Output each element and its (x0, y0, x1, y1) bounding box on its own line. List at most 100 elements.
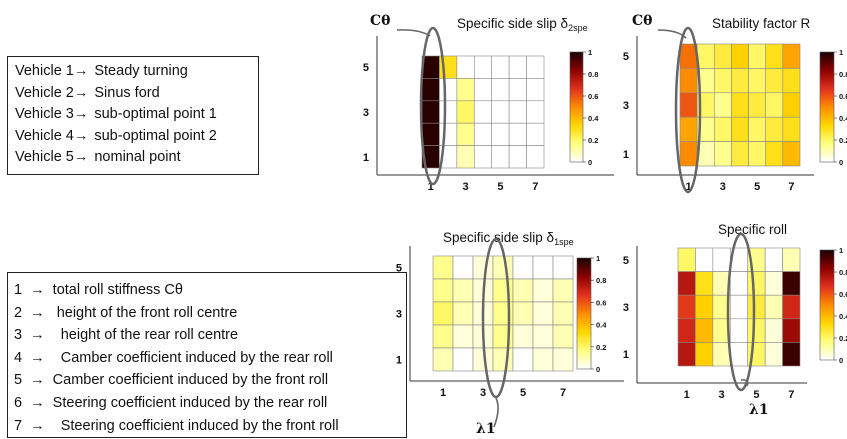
heatmap-cell (508, 145, 527, 169)
y-tick-label: 5 (623, 51, 629, 63)
vehicle-legend-label: Vehicle 3→ (15, 106, 89, 122)
heatmap-cell (508, 122, 527, 146)
heatmap-chart: Specific side slip δ2spe 1 3 5 7 5 3 1 1 0.8 0.6 0.… (363, 13, 614, 193)
heatmap-cell (491, 100, 510, 124)
heatmap-cell (432, 278, 454, 303)
heatmap-cell (713, 92, 732, 118)
heatmap-cell (456, 55, 475, 79)
heatmap-cell (552, 278, 574, 303)
parameter-legend-item: 7 → Steering coefficient induced by the … (14, 417, 339, 434)
heatmap-cell (782, 68, 801, 94)
heatmap-cell (456, 78, 475, 102)
heatmap-cell (765, 68, 784, 94)
heatmap-cell (526, 78, 545, 102)
heatmap-cell (526, 100, 545, 124)
heatmap-chart: Stability factor R 1 3 5 7 5 3 1 1 0.8 0.6 0.4 0.2 0 C… (623, 13, 847, 194)
heatmap-cell (432, 255, 454, 280)
x-tick-label: 5 (753, 389, 759, 401)
heatmap-cell (713, 116, 732, 142)
vehicle-legend-box: Vehicle 1→ Steady turning Vehicle 2→ Sinus … (7, 56, 259, 175)
parameter-legend-item: 6 → Steering coefficient induced by the … (14, 394, 328, 411)
chart-title: Specific side slip δ2spe (457, 16, 588, 33)
heatmap-cell (491, 78, 510, 102)
heatmap-cell (764, 318, 783, 343)
heatmap-cell (432, 324, 454, 349)
heatmap-cell (748, 92, 767, 118)
c-theta-annotation: Cθ (370, 13, 390, 29)
heatmap-cell (748, 68, 767, 94)
vehicle-legend-label: Vehicle 2→ (15, 84, 89, 101)
colorbar-tick-label: 0 (588, 158, 592, 167)
heatmap-cell (439, 78, 458, 102)
heatmap-cell (421, 122, 440, 146)
heatmap-cell (491, 122, 510, 146)
heatmap-cell (526, 145, 545, 169)
heatmap-chart: Specific roll 1 3 5 7 5 3 1 1 0.8 0.6 0.4 0.2 0 λ1 (623, 222, 847, 418)
heatmap-cell (552, 324, 574, 349)
colorbar-tick-label: 1 (596, 254, 600, 263)
y-tick-label: 1 (623, 349, 629, 361)
heatmap-cell (472, 255, 494, 280)
y-tick-label: 3 (396, 309, 402, 321)
colorbar-tick-label: 0.4 (839, 312, 847, 321)
parameter-legend-item: 3 → height of the rear roll centre (14, 327, 239, 344)
heatmap-cell (747, 271, 766, 296)
x-tick-label: 3 (720, 181, 726, 193)
heatmap-cell (764, 294, 783, 320)
heatmap-cell (421, 78, 440, 102)
parameter-legend-item: 5 → Camber coefficient induced by the fr… (14, 372, 329, 389)
y-tick-label: 1 (623, 149, 629, 161)
heatmap-cell (473, 100, 493, 124)
colorbar-tick-label: 0.2 (839, 136, 847, 145)
heatmap-cell (679, 141, 698, 167)
heatmap-cell (677, 271, 696, 296)
colorbar-tick-label: 0.6 (596, 298, 606, 307)
heatmap-cell (432, 301, 454, 326)
colorbar-tick-label: 0.4 (839, 114, 847, 123)
heatmap-cell (782, 294, 801, 320)
x-tick-label: 3 (480, 387, 486, 399)
heatmap-cell (677, 247, 696, 272)
colorbar-tick-label: 0 (839, 158, 843, 167)
x-tick-label: 7 (532, 181, 538, 193)
heatmap-cell (695, 342, 714, 367)
colorbar-tick-label: 1 (839, 246, 843, 255)
heatmap-cell (552, 301, 574, 326)
vehicle-legend-desc: sub-optimal point 1 (94, 106, 217, 122)
parameter-legend-box: 1 → total roll stiffness Cθ 2 → height of… (7, 272, 407, 438)
vehicle-legend-item: Vehicle 1→ Steady turning (15, 61, 258, 83)
colorbar-tick-label: 1 (588, 48, 592, 57)
vehicle-legend-desc: Steady turning (94, 63, 188, 79)
heatmap-cell (552, 255, 574, 280)
heatmap-cell (439, 100, 458, 124)
vehicle-legend-label: Vehicle 1→ (15, 63, 89, 79)
heatmap-cell (508, 78, 527, 102)
heatmap-cell (532, 324, 554, 349)
heatmap-cell (748, 43, 767, 69)
heatmap-cell (713, 43, 732, 69)
heatmap-cell (677, 294, 696, 320)
heatmap-cell (512, 255, 534, 280)
parameter-legend-item: 2 → height of the front roll centre (14, 304, 238, 321)
heatmap-cell (731, 116, 749, 142)
heatmap-cell (747, 294, 766, 320)
heatmap-cell (473, 145, 493, 169)
heatmap-cell (764, 342, 783, 367)
vehicle-legend-item: Vehicle 4→ sub-optimal point 2 (15, 126, 258, 148)
vehicle-legend-item: Vehicle 5→ nominal point (15, 147, 258, 169)
heatmap-cell (731, 68, 749, 94)
heatmap-cell (729, 271, 749, 296)
heatmap-cell (712, 342, 731, 367)
heatmap-cell (421, 100, 440, 124)
x-tick-label: 7 (788, 389, 794, 401)
heatmap-cell (439, 122, 458, 146)
heatmap-cell (508, 55, 527, 79)
x-tick-label: 3 (463, 181, 469, 193)
colorbar-tick-label: 0.6 (839, 290, 847, 299)
heatmap-cell (782, 318, 801, 343)
colorbar (819, 249, 835, 361)
heatmap-cell (679, 116, 698, 142)
colorbar-tick-label: 0.8 (588, 70, 598, 79)
heatmap-cell (712, 247, 731, 272)
